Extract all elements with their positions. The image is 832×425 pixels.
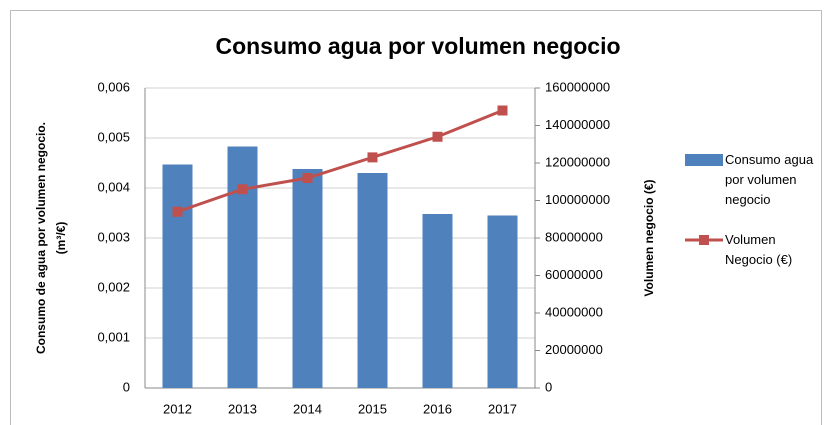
- y2-tick-label: 80000000: [545, 229, 603, 244]
- bar: [292, 169, 323, 388]
- y2-tick-label: 100000000: [545, 192, 610, 207]
- marker: [367, 152, 378, 163]
- y2-tick-label: 20000000: [545, 342, 603, 357]
- chart-title: Consumo agua por volumen negocio: [215, 33, 620, 59]
- y-tick-label: 0,002: [97, 279, 130, 294]
- marker: [237, 184, 248, 195]
- chart-border: [10, 10, 822, 425]
- y2-tick-label: 40000000: [545, 304, 603, 319]
- y-tick-label: 0: [123, 379, 130, 394]
- legend-swatch: [699, 235, 709, 245]
- marker: [302, 173, 313, 183]
- legend-item: Volumen Negocio (€): [725, 232, 793, 267]
- x-tick-label: 2017: [488, 401, 517, 416]
- x-tick-label: 2012: [163, 401, 192, 416]
- bar: [422, 214, 453, 388]
- bar: [227, 146, 258, 388]
- y2-tick-label: 60000000: [545, 267, 603, 282]
- y2-tick-label: 0: [545, 379, 552, 394]
- y-tick-label: 0,001: [97, 329, 130, 344]
- y-tick-label: 0,004: [97, 179, 130, 194]
- y-axis-title: Consumo de agua por volumen negocio.: [34, 122, 48, 354]
- legend-label: Volumen Negocio (€): [725, 232, 793, 267]
- marker: [172, 206, 183, 217]
- marker: [432, 131, 443, 142]
- legend-item: Consumo agua por volumen negocio: [725, 152, 814, 207]
- x-tick-label: 2014: [293, 401, 322, 416]
- x-tick-label: 2016: [423, 401, 452, 416]
- bar: [487, 215, 518, 388]
- bar: [162, 164, 193, 388]
- y-tick-label: 0,005: [97, 129, 130, 144]
- legend-swatch: [685, 154, 723, 166]
- x-tick-label: 2013: [228, 401, 257, 416]
- y-tick-label: 0,006: [97, 79, 130, 94]
- x-tick-label: 2015: [358, 401, 387, 416]
- y2-tick-label: 140000000: [545, 117, 610, 132]
- y2-tick-label: 120000000: [545, 154, 610, 169]
- y2-tick-label: 160000000: [545, 79, 610, 94]
- y2-axis-title: Volumen negocio (€): [642, 179, 656, 296]
- line: [177, 109, 504, 214]
- legend-label: Consumo agua por volumen negocio: [725, 152, 814, 207]
- y-axis-title: (m³/€): [54, 222, 68, 255]
- y-tick-label: 0,003: [97, 229, 130, 244]
- marker: [497, 105, 508, 116]
- bar: [357, 173, 388, 388]
